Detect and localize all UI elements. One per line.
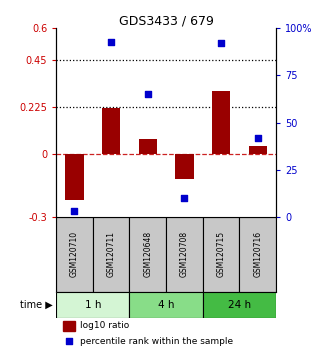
Bar — [203, 292, 276, 318]
Text: log10 ratio: log10 ratio — [80, 321, 130, 330]
Point — [66, 338, 71, 344]
Point — [145, 91, 150, 97]
Bar — [239, 217, 276, 292]
Point — [255, 135, 260, 141]
Point — [108, 39, 114, 44]
Bar — [56, 217, 93, 292]
Point — [219, 41, 224, 46]
Bar — [129, 217, 166, 292]
Bar — [65, 154, 84, 200]
Text: GSM120715: GSM120715 — [217, 232, 226, 278]
Text: 24 h: 24 h — [228, 300, 251, 310]
Text: GSM120711: GSM120711 — [107, 232, 116, 278]
Text: GSM120708: GSM120708 — [180, 232, 189, 278]
Text: time ▶: time ▶ — [20, 300, 53, 310]
Bar — [102, 108, 120, 154]
Bar — [56, 292, 129, 318]
Bar — [129, 292, 203, 318]
Text: 4 h: 4 h — [158, 300, 174, 310]
Bar — [203, 217, 239, 292]
Text: GSM120648: GSM120648 — [143, 232, 152, 278]
Text: GSM120716: GSM120716 — [253, 232, 262, 278]
Bar — [212, 91, 230, 154]
Text: 1 h: 1 h — [84, 300, 101, 310]
Title: GDS3433 / 679: GDS3433 / 679 — [119, 14, 213, 27]
Point — [182, 195, 187, 201]
Point — [72, 208, 77, 214]
Text: percentile rank within the sample: percentile rank within the sample — [80, 337, 233, 346]
Bar — [93, 217, 129, 292]
Bar — [139, 139, 157, 154]
Bar — [63, 321, 75, 331]
Bar — [166, 217, 203, 292]
Bar — [175, 154, 194, 179]
Bar — [248, 145, 267, 154]
Text: GSM120710: GSM120710 — [70, 232, 79, 278]
